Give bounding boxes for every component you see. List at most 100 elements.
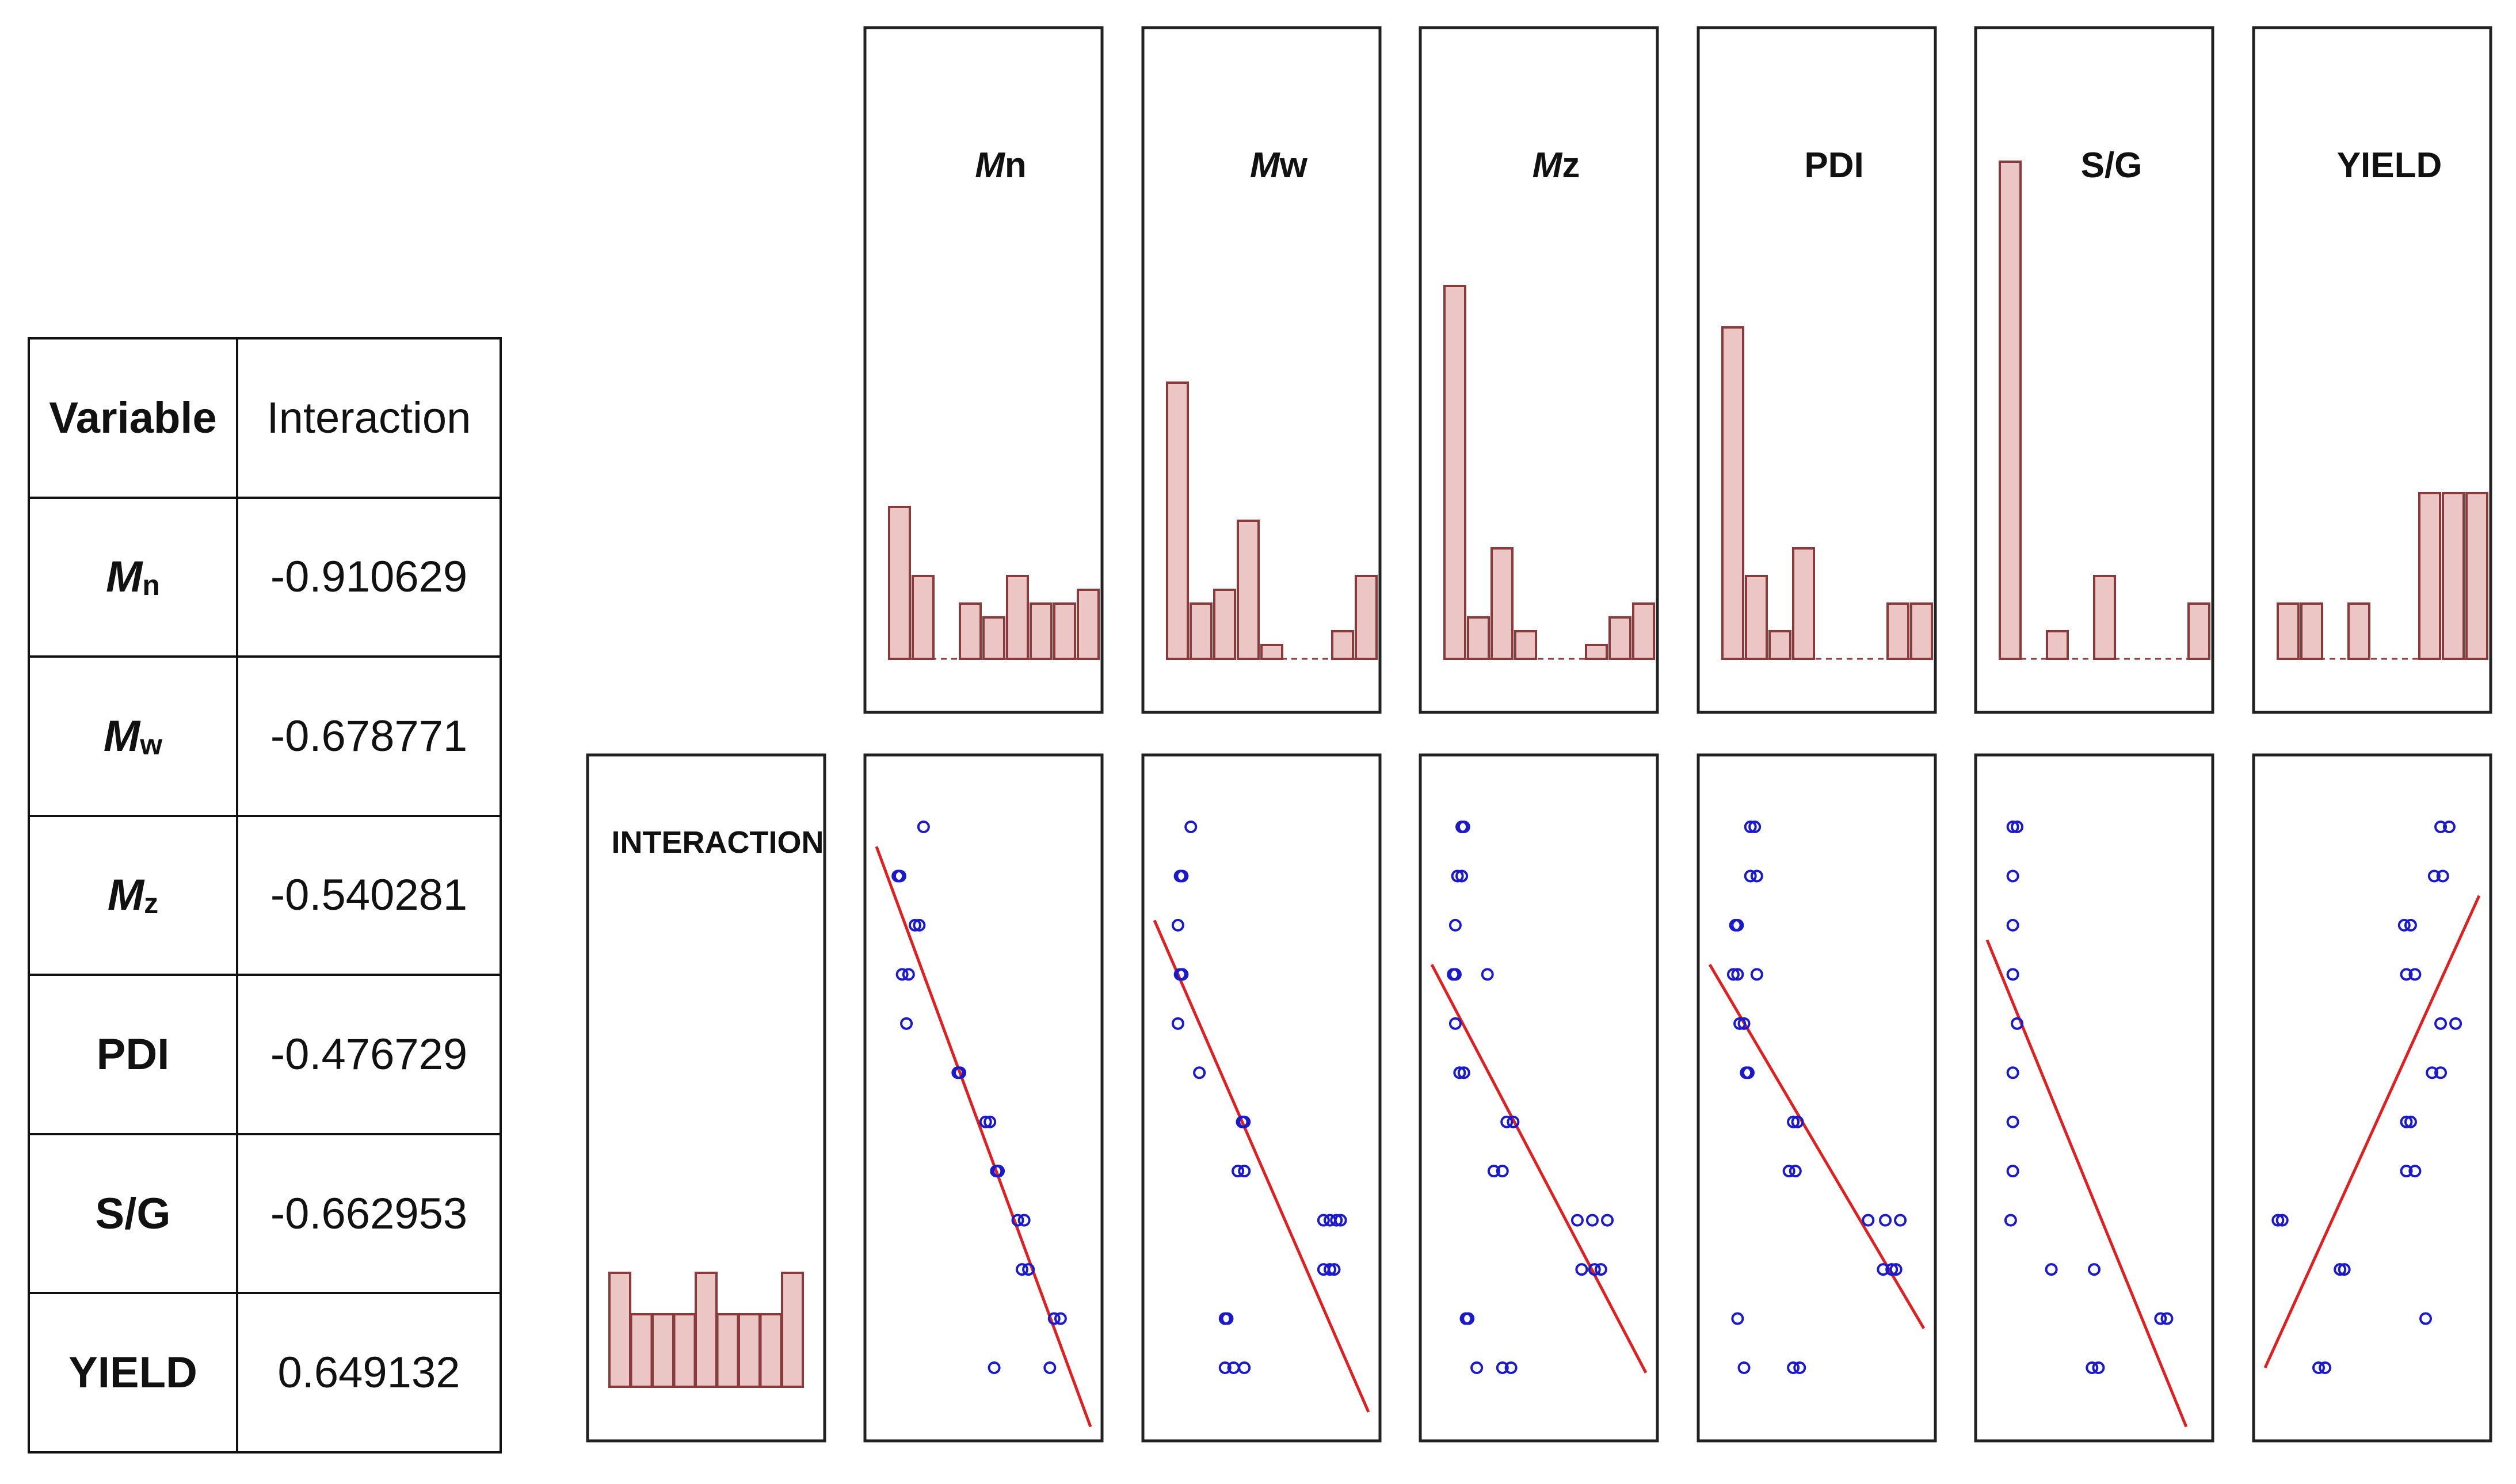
panel-title: YIELD <box>2337 146 2442 185</box>
table-row: S/G -0.662953 <box>28 1132 502 1295</box>
scatter-point <box>1184 821 1198 833</box>
histogram-bar <box>1053 602 1076 660</box>
header-variable: Variable <box>28 337 238 499</box>
scatter-point <box>2011 1017 2024 1030</box>
histogram-bar <box>1585 644 1608 660</box>
scatter-point <box>1221 1312 1234 1325</box>
histogram-bar <box>1514 630 1537 660</box>
interaction-bar <box>630 1313 653 1388</box>
histogram-bar <box>2442 492 2465 660</box>
histogram-bar <box>2465 492 2488 660</box>
scatter-point <box>1594 1263 1607 1276</box>
histogram-bar <box>982 616 1005 660</box>
scatter-point <box>1894 1214 1907 1227</box>
scatter-point <box>1457 1066 1470 1079</box>
scatter-point <box>983 1115 997 1128</box>
variable-cell: S/G <box>28 1132 238 1295</box>
scatter-point <box>2088 1263 2101 1276</box>
scatter-point <box>913 918 926 932</box>
scatter-point <box>1496 1165 1509 1178</box>
scatter-point <box>1453 1066 1466 1079</box>
fit-line <box>1153 920 1370 1413</box>
panel-title: S/G <box>2081 146 2143 185</box>
scatter-point <box>1750 869 1763 883</box>
histogram-bar <box>1999 161 2022 660</box>
histogram-bar <box>1768 630 1791 660</box>
histogram-bar <box>888 506 911 660</box>
scatter-point <box>2275 1214 2289 1227</box>
scatter-point <box>1238 1115 1251 1128</box>
scatter-point <box>1731 968 1744 981</box>
histogram-bar <box>1910 602 1933 660</box>
scatter-point <box>2006 968 2019 981</box>
histogram-bar <box>1443 285 1466 660</box>
scatter-point <box>2427 869 2441 883</box>
table-row: Mz -0.540281 <box>28 814 502 976</box>
scatter-point <box>1017 1214 1031 1227</box>
scatter-point <box>1171 1017 1184 1030</box>
scatter-point <box>1504 1361 1518 1374</box>
scatter-point <box>1448 918 1462 932</box>
scatter-point <box>1885 1263 1899 1276</box>
table-header-row: Variable Interaction <box>28 337 502 499</box>
interaction-bar <box>781 1272 804 1388</box>
scatter-panel <box>1141 753 1382 1443</box>
scatter-point <box>1889 1263 1903 1276</box>
scatter-point <box>2271 1214 2285 1227</box>
scatter-point <box>1238 1361 1251 1374</box>
variable-cell: Mz <box>28 814 238 976</box>
scatter-point <box>979 1115 992 1128</box>
scatter-point <box>2434 821 2448 833</box>
interaction-bar <box>716 1313 739 1388</box>
scatter-point <box>1317 1214 1330 1227</box>
scatter-point <box>2334 1263 2347 1276</box>
scatter-point <box>917 821 930 833</box>
variable-prefix: M <box>107 871 144 920</box>
scatter-point <box>1787 1361 1800 1374</box>
scatter-point <box>1737 1361 1751 1374</box>
scatter-point <box>1238 1165 1251 1178</box>
scatter-point <box>2400 1165 2413 1178</box>
interaction-value: -0.476729 <box>236 974 502 1135</box>
scatter-point <box>2006 1165 2019 1178</box>
scatter-point <box>1457 821 1470 833</box>
variable-subscript: z <box>144 887 159 920</box>
histogram-bar <box>1792 547 1815 660</box>
fit-line <box>875 846 1092 1428</box>
histogram-bar <box>1260 644 1283 660</box>
histogram-bar <box>2093 575 2116 660</box>
scatter-point <box>2004 1214 2017 1227</box>
interaction-table: Variable Interaction Mn -0.910629 Mw -0.… <box>28 337 502 1454</box>
histogram-bar <box>1166 382 1189 660</box>
interaction-bar <box>651 1313 674 1388</box>
scatter-point <box>1793 1361 1806 1374</box>
scatter-point <box>2434 1066 2448 1079</box>
scatter-point <box>2086 1361 2099 1374</box>
scatter-point <box>2006 821 2019 833</box>
scatter-point <box>2408 968 2422 981</box>
histogram-bar <box>1237 520 1260 660</box>
scatter-point <box>1748 821 1762 833</box>
scatter-point <box>908 918 921 932</box>
scatter-point <box>1218 1361 1232 1374</box>
scatter-point <box>2419 1312 2432 1325</box>
histogram-bar <box>1608 616 1631 660</box>
scatter-point <box>1744 821 1757 833</box>
scatter-point <box>1043 1361 1057 1374</box>
scatter-point <box>1782 1165 1795 1178</box>
scatter-point <box>1171 918 1184 932</box>
scatter-point <box>1570 1214 1584 1227</box>
variable-cell: Mn <box>28 496 238 658</box>
scatter-point <box>2434 1017 2448 1030</box>
scatter-point <box>2011 821 2024 833</box>
scatter-point <box>1733 1017 1747 1030</box>
scatter-point <box>1328 1263 1341 1276</box>
histogram-bar <box>1077 589 1100 660</box>
scatter-point <box>2160 1312 2174 1325</box>
scatter-point <box>2404 1115 2417 1128</box>
histogram-bar <box>1006 575 1029 660</box>
scatter-panel <box>863 753 1104 1443</box>
scatter-point <box>2426 1066 2439 1079</box>
scatter-point <box>2338 1263 2351 1276</box>
